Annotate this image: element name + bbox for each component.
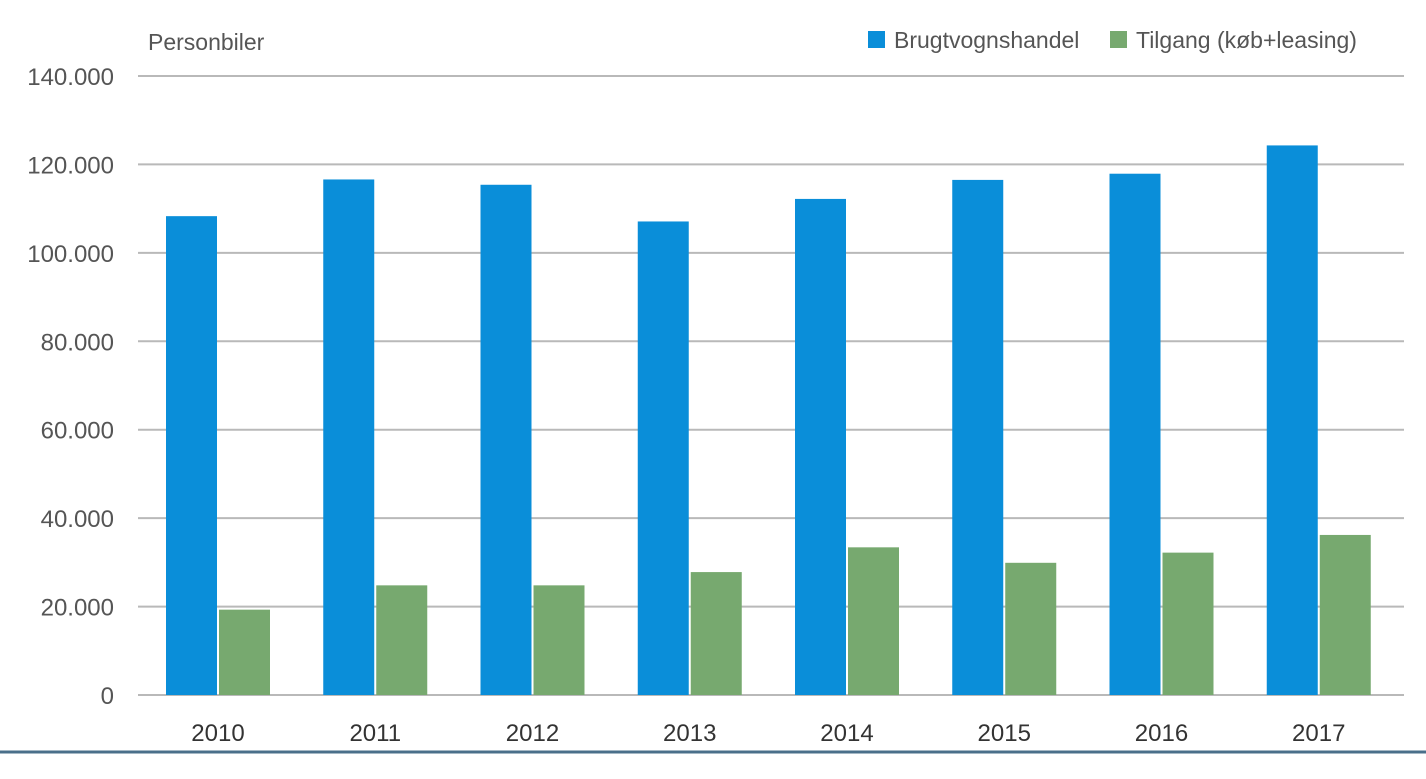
x-tick-label: 2016 [1135,720,1188,747]
bar-brugtvognshandel-2015 [952,179,1004,695]
bar-tilgang-2017 [1319,534,1371,695]
legend-label-brugtvognshandel: Brugtvognshandel [894,27,1079,53]
y-tick-label: 140.000 [27,64,114,91]
legend: Brugtvognshandel Tilgang (køb+leasing) [868,27,1357,53]
bars [166,145,1371,696]
bar-tilgang-2013 [690,572,742,695]
y-axis-label: Personbiler [148,29,265,55]
bar-tilgang-2014 [848,547,899,695]
bar-tilgang-2016 [1162,552,1214,695]
bar-brugtvognshandel-2014 [795,198,846,695]
x-tick-label: 2010 [191,720,244,747]
y-tick-label: 20.000 [41,595,114,622]
bar-tilgang-2012 [533,585,585,695]
x-tick-label: 2014 [820,720,873,747]
x-axis-tick-labels: 2010 2011 2012 2013 2014 2015 2016 2017 [191,720,1345,747]
bar-brugtvognshandel-2010 [166,216,217,695]
y-tick-label: 100.000 [27,241,114,268]
bar-brugtvognshandel-2011 [323,179,375,695]
y-tick-label: 120.000 [27,152,114,179]
bar-brugtvognshandel-2012 [480,184,532,695]
bar-tilgang-2010 [219,609,270,695]
x-tick-label: 2017 [1292,720,1345,747]
bar-tilgang-2011 [376,585,428,695]
legend-swatch-brugtvognshandel [868,31,885,48]
y-tick-label: 0 [101,683,114,710]
y-tick-label: 60.000 [41,418,114,445]
x-tick-label: 2011 [349,720,401,747]
bar-tilgang-2015 [1005,562,1057,695]
bar-brugtvognshandel-2016 [1109,173,1161,696]
y-axis-tick-labels: 0 20.000 40.000 60.000 80.000 100.000 120.000 1… [27,64,114,710]
y-tick-label: 40.000 [41,506,114,533]
x-tick-label: 2015 [978,720,1031,747]
bar-brugtvognshandel-2017 [1266,145,1318,695]
y-tick-label: 80.000 [41,329,114,356]
bar-brugtvognshandel-2013 [637,221,689,695]
x-tick-label: 2013 [663,720,716,747]
legend-label-tilgang: Tilgang (køb+leasing) [1136,27,1357,53]
legend-swatch-tilgang [1110,31,1127,48]
x-tick-label: 2012 [506,720,559,747]
